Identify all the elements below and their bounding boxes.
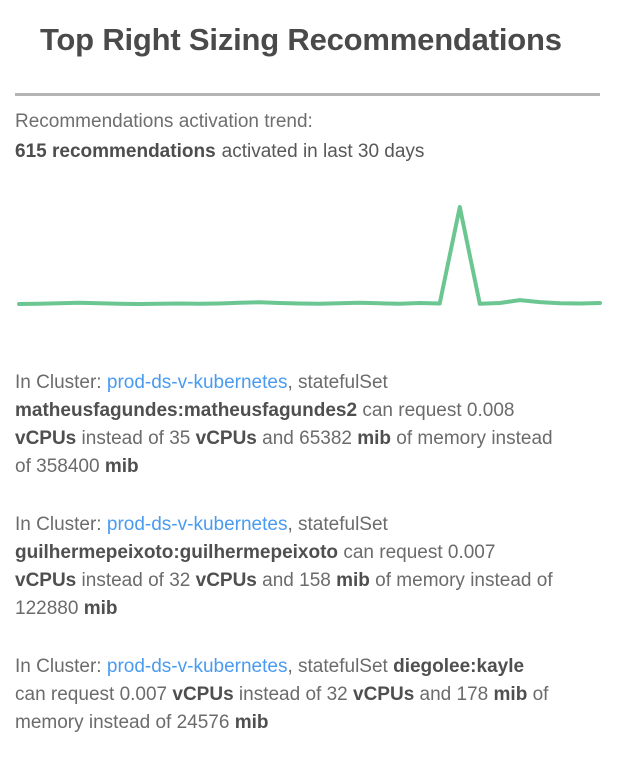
recommendation-bold-text: mib	[84, 598, 118, 619]
trend-suffix: activated in last 30 days	[222, 141, 425, 162]
recommendation-bold-text: mib	[235, 712, 269, 733]
recommendation-bold-text: mib	[494, 684, 528, 705]
recommendation-text: instead of 32	[234, 684, 353, 705]
recommendation-bold-text: mib	[357, 428, 391, 449]
recommendation-text: In Cluster:	[15, 514, 107, 535]
recommendation-bold-text: matheusfagundes:matheusfagundes2	[15, 400, 357, 421]
recommendation-text: In Cluster:	[15, 372, 107, 393]
recommendation-bold-text: guilhermepeixoto:guilhermepeixoto	[15, 542, 338, 563]
page-title: Top Right Sizing Recommendations	[40, 18, 616, 62]
recommendation-bold-text: vCPUs	[353, 684, 414, 705]
cluster-link[interactable]: prod-ds-v-kubernetes	[107, 656, 288, 677]
divider	[15, 93, 600, 96]
recommendation-bold-text: vCPUs	[15, 428, 76, 449]
recommendation-bold-text: vCPUs	[172, 684, 233, 705]
recommendation-text: , statefulSet	[287, 656, 393, 677]
recommendation-bold-text: mib	[336, 570, 370, 591]
trend-label: Recommendations activation trend:	[15, 107, 621, 137]
right-sizing-panel: Top Right Sizing Recommendations Recomme…	[0, 18, 636, 778]
cluster-link[interactable]: prod-ds-v-kubernetes	[107, 514, 288, 535]
recommendation-bold-text: mib	[105, 456, 139, 477]
cluster-link[interactable]: prod-ds-v-kubernetes	[107, 372, 288, 393]
activation-trend-chart	[0, 180, 636, 320]
recommendation-bold-text: vCPUs	[15, 570, 76, 591]
recommendation-text: In Cluster:	[15, 656, 107, 677]
recommendation-bold-text: diegolee:kayle	[393, 656, 524, 677]
recommendation-text: and 158	[257, 570, 336, 591]
trend-summary: Recommendations activation trend: 615 re…	[15, 107, 621, 167]
recommendation-text: instead of 35	[76, 428, 195, 449]
recommendation-item: In Cluster: prod-ds-v-kubernetes, statef…	[15, 511, 556, 623]
recommendation-item: In Cluster: prod-ds-v-kubernetes, statef…	[15, 369, 556, 481]
recommendations-list: In Cluster: prod-ds-v-kubernetes, statef…	[15, 369, 556, 737]
trend-count: 615 recommendations	[15, 141, 216, 162]
recommendation-text: instead of 32	[76, 570, 195, 591]
trend-line-series	[19, 207, 600, 304]
recommendation-item: In Cluster: prod-ds-v-kubernetes, statef…	[15, 653, 556, 737]
recommendation-text: can request 0.008	[357, 400, 514, 421]
recommendation-text: and 178	[414, 684, 493, 705]
recommendation-bold-text: vCPUs	[196, 570, 257, 591]
trend-count-line: 615 recommendations activated in last 30 …	[15, 137, 621, 167]
recommendation-text: , statefulSet	[287, 372, 387, 393]
recommendation-text: and 65382	[257, 428, 357, 449]
recommendation-bold-text: vCPUs	[196, 428, 257, 449]
recommendation-text: , statefulSet	[287, 514, 387, 535]
recommendation-text: can request 0.007	[15, 684, 172, 705]
recommendation-text: can request 0.007	[338, 542, 495, 563]
